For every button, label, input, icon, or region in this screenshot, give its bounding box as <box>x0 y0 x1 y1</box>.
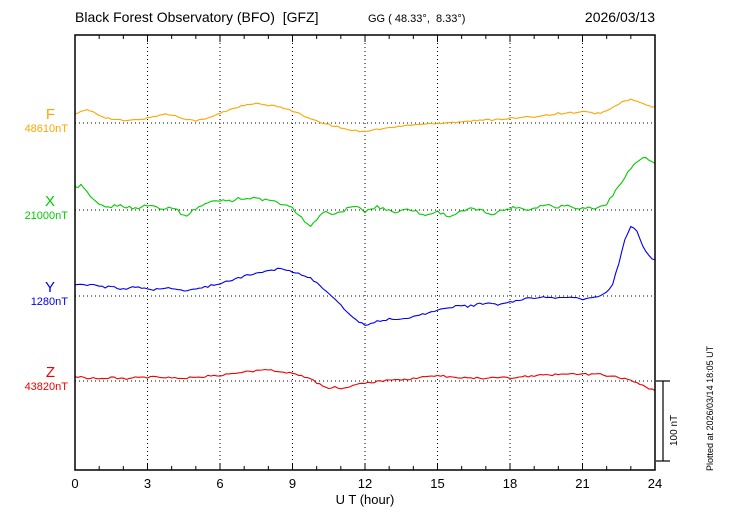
svg-text:0: 0 <box>71 476 78 491</box>
date-label: 2026/03/13 <box>584 9 655 25</box>
coordinates-label: GG ( 48.33°, 8.33°) <box>368 13 466 25</box>
svg-text:15: 15 <box>430 476 444 491</box>
channel-letter-Z: Z <box>45 364 55 381</box>
svg-text:18: 18 <box>503 476 517 491</box>
channel-label-Y: Y 1280nT <box>0 279 70 308</box>
channel-label-F: F 48610nT <box>0 106 70 135</box>
scale-bar-label: 100 nT <box>669 414 680 446</box>
svg-text:12: 12 <box>358 476 372 491</box>
x-axis-label: U T (hour) <box>335 492 395 507</box>
channel-letter-F: F <box>45 106 55 123</box>
channel-baseline-X: 21000nT <box>24 210 68 222</box>
svg-text:9: 9 <box>289 476 296 491</box>
channel-letter-X: X <box>44 193 55 210</box>
svg-text:3: 3 <box>144 476 151 491</box>
channel-label-X: X 21000nT <box>0 193 70 222</box>
svg-text:6: 6 <box>216 476 223 491</box>
svg-text:21: 21 <box>575 476 589 491</box>
svg-text:24: 24 <box>648 476 662 491</box>
channel-baseline-Y: 1280nT <box>30 296 68 308</box>
channel-baseline-F: 48610nT <box>24 123 68 135</box>
channel-label-Z: Z 43820nT <box>0 364 70 393</box>
channel-baseline-Z: 43820nT <box>24 381 68 393</box>
channel-letter-Y: Y <box>44 279 55 296</box>
observatory-title: Black Forest Observatory (BFO) [GFZ] <box>75 9 319 25</box>
plotted-at-note: Plotted at 2026/03/14 18:05 UT <box>705 345 715 471</box>
